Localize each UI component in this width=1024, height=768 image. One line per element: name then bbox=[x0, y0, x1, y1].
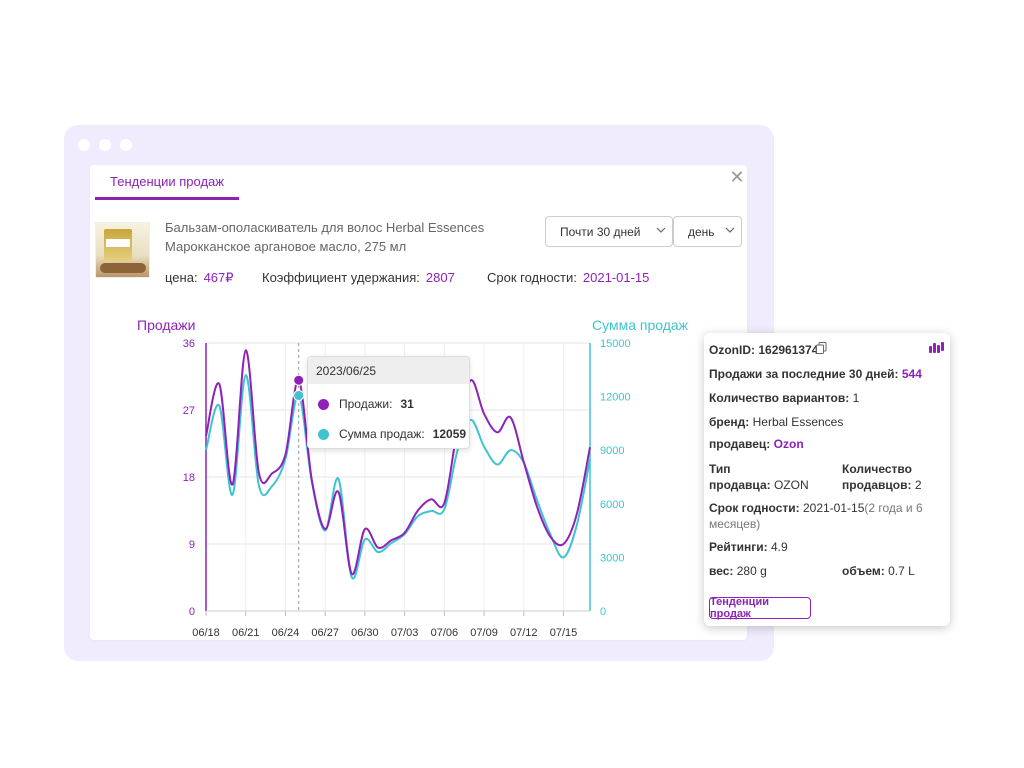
seller-type-row: Тип продавца: OZON bbox=[709, 461, 809, 493]
weight-value: 280 g bbox=[736, 564, 767, 578]
granularity-select[interactable]: день bbox=[673, 216, 742, 247]
price-label: цена: bbox=[165, 270, 198, 285]
amount-legend-dot bbox=[318, 428, 329, 440]
weight-row: вес: 280 g bbox=[709, 564, 767, 578]
volume-row: объем: 0.7 L bbox=[842, 564, 915, 578]
brand-label: бренд: bbox=[709, 415, 750, 429]
card-expiry-value: 2021-01-15 bbox=[802, 501, 865, 515]
ozon-id-row: OzonID: 162961374 bbox=[709, 343, 818, 357]
card-expiry-label: Срок годности: bbox=[709, 501, 800, 515]
tab-sales-trends[interactable]: Тенденции продаж bbox=[95, 166, 239, 200]
chart-tooltip: 2023/06/25 Продажи: 31 Сумма продаж: 120… bbox=[307, 356, 470, 449]
brand-logo-icon bbox=[929, 342, 945, 354]
tooltip-row-sales: Продажи: 31 bbox=[318, 397, 414, 411]
seller-row: продавец: Ozon bbox=[709, 437, 804, 451]
granularity-select-value: день bbox=[688, 224, 715, 239]
window-dots bbox=[78, 139, 132, 151]
window-dot bbox=[120, 139, 132, 151]
period-select[interactable]: Почти 30 дней bbox=[545, 216, 673, 247]
variants-value: 1 bbox=[852, 391, 860, 405]
retention-label: Коэффициент удержания: bbox=[262, 270, 420, 285]
variants-row: Количество вариантов: 1 bbox=[709, 391, 859, 405]
volume-label: объем: bbox=[842, 564, 885, 578]
sales-trends-button[interactable]: Тенденции продаж bbox=[709, 596, 811, 620]
product-thumbnail bbox=[95, 222, 150, 278]
ozon-id-value: 162961374 bbox=[758, 343, 819, 357]
sellers-count-value: 2 bbox=[914, 478, 922, 492]
seller-type-value: OZON bbox=[773, 478, 809, 492]
expiry-label: Срок годности: bbox=[487, 270, 577, 285]
window-dot bbox=[78, 139, 90, 151]
expiry-info: Срок годности: 2021-01-15 bbox=[487, 270, 649, 285]
product-name: Бальзам-ополаскиватель для волос Herbal … bbox=[165, 218, 525, 256]
chevron-down-icon bbox=[656, 224, 666, 241]
seller-type-label-2: продавца: bbox=[709, 478, 771, 492]
ratings-label: Рейтинги: bbox=[709, 540, 768, 554]
expiry-value: 2021-01-15 bbox=[582, 270, 650, 285]
sellers-count-row: Количество продавцов: 2 bbox=[842, 461, 922, 493]
brand-value: Herbal Essences bbox=[752, 415, 844, 429]
period-select-value: Почти 30 дней bbox=[560, 224, 641, 239]
product-name-line1: Бальзам-ополаскиватель для волос Herbal … bbox=[165, 220, 485, 235]
price-info: цена: 467₽ bbox=[165, 270, 234, 286]
sellers-count-label-1: Количество bbox=[842, 462, 912, 476]
window-dot bbox=[99, 139, 111, 151]
ozon-id-label: OzonID: bbox=[709, 343, 755, 357]
brand-row: бренд: Herbal Essences bbox=[709, 415, 843, 429]
close-icon[interactable]: ✕ bbox=[729, 167, 745, 187]
tooltip-amount-value: 12059 bbox=[432, 427, 467, 441]
retention-info: Коэффициент удержания: 2807 bbox=[262, 270, 455, 285]
card-expiry-note-1: (2 года и 6 bbox=[864, 501, 923, 515]
card-expiry-row: Срок годности: 2021-01-15(2 года и 6 мес… bbox=[709, 500, 945, 532]
tooltip-row-amount: Сумма продаж: 12059 bbox=[318, 427, 466, 441]
product-name-line2: Марокканское аргановое масло, 275 мл bbox=[165, 239, 407, 254]
seller-label: продавец: bbox=[709, 437, 771, 451]
tooltip-sales-label: Продажи: bbox=[339, 397, 393, 411]
card-expiry-note-2: месяцев) bbox=[709, 517, 761, 531]
tooltip-date: 2023/06/25 bbox=[308, 357, 469, 384]
copy-icon[interactable] bbox=[816, 342, 827, 354]
volume-value: 0.7 L bbox=[888, 564, 915, 578]
seller-link[interactable]: Ozon bbox=[773, 437, 804, 451]
ratings-row: Рейтинги: 4.9 bbox=[709, 540, 788, 554]
sales30-value: 544 bbox=[901, 367, 922, 381]
sales-legend-dot bbox=[318, 398, 329, 410]
retention-value: 2807 bbox=[425, 270, 455, 285]
sales30-row: Продажи за последние 30 дней: 544 bbox=[709, 367, 922, 381]
sellers-count-label-2: продавцов: bbox=[842, 478, 912, 492]
ratings-value: 4.9 bbox=[770, 540, 788, 554]
right-axis-title: Сумма продаж bbox=[592, 317, 689, 333]
chevron-down-icon bbox=[725, 224, 735, 241]
left-axis-title: Продажи bbox=[137, 317, 196, 333]
seller-type-label-1: Тип bbox=[709, 462, 731, 476]
variants-label: Количество вариантов: bbox=[709, 391, 850, 405]
weight-label: вес: bbox=[709, 564, 734, 578]
price-value: 467₽ bbox=[203, 270, 234, 285]
product-info-card: OzonID: 162961374 Продажи за последние 3… bbox=[704, 333, 950, 626]
sales30-label: Продажи за последние 30 дней: bbox=[709, 367, 899, 381]
tooltip-sales-value: 31 bbox=[400, 397, 414, 411]
tooltip-amount-label: Сумма продаж: bbox=[339, 427, 425, 441]
